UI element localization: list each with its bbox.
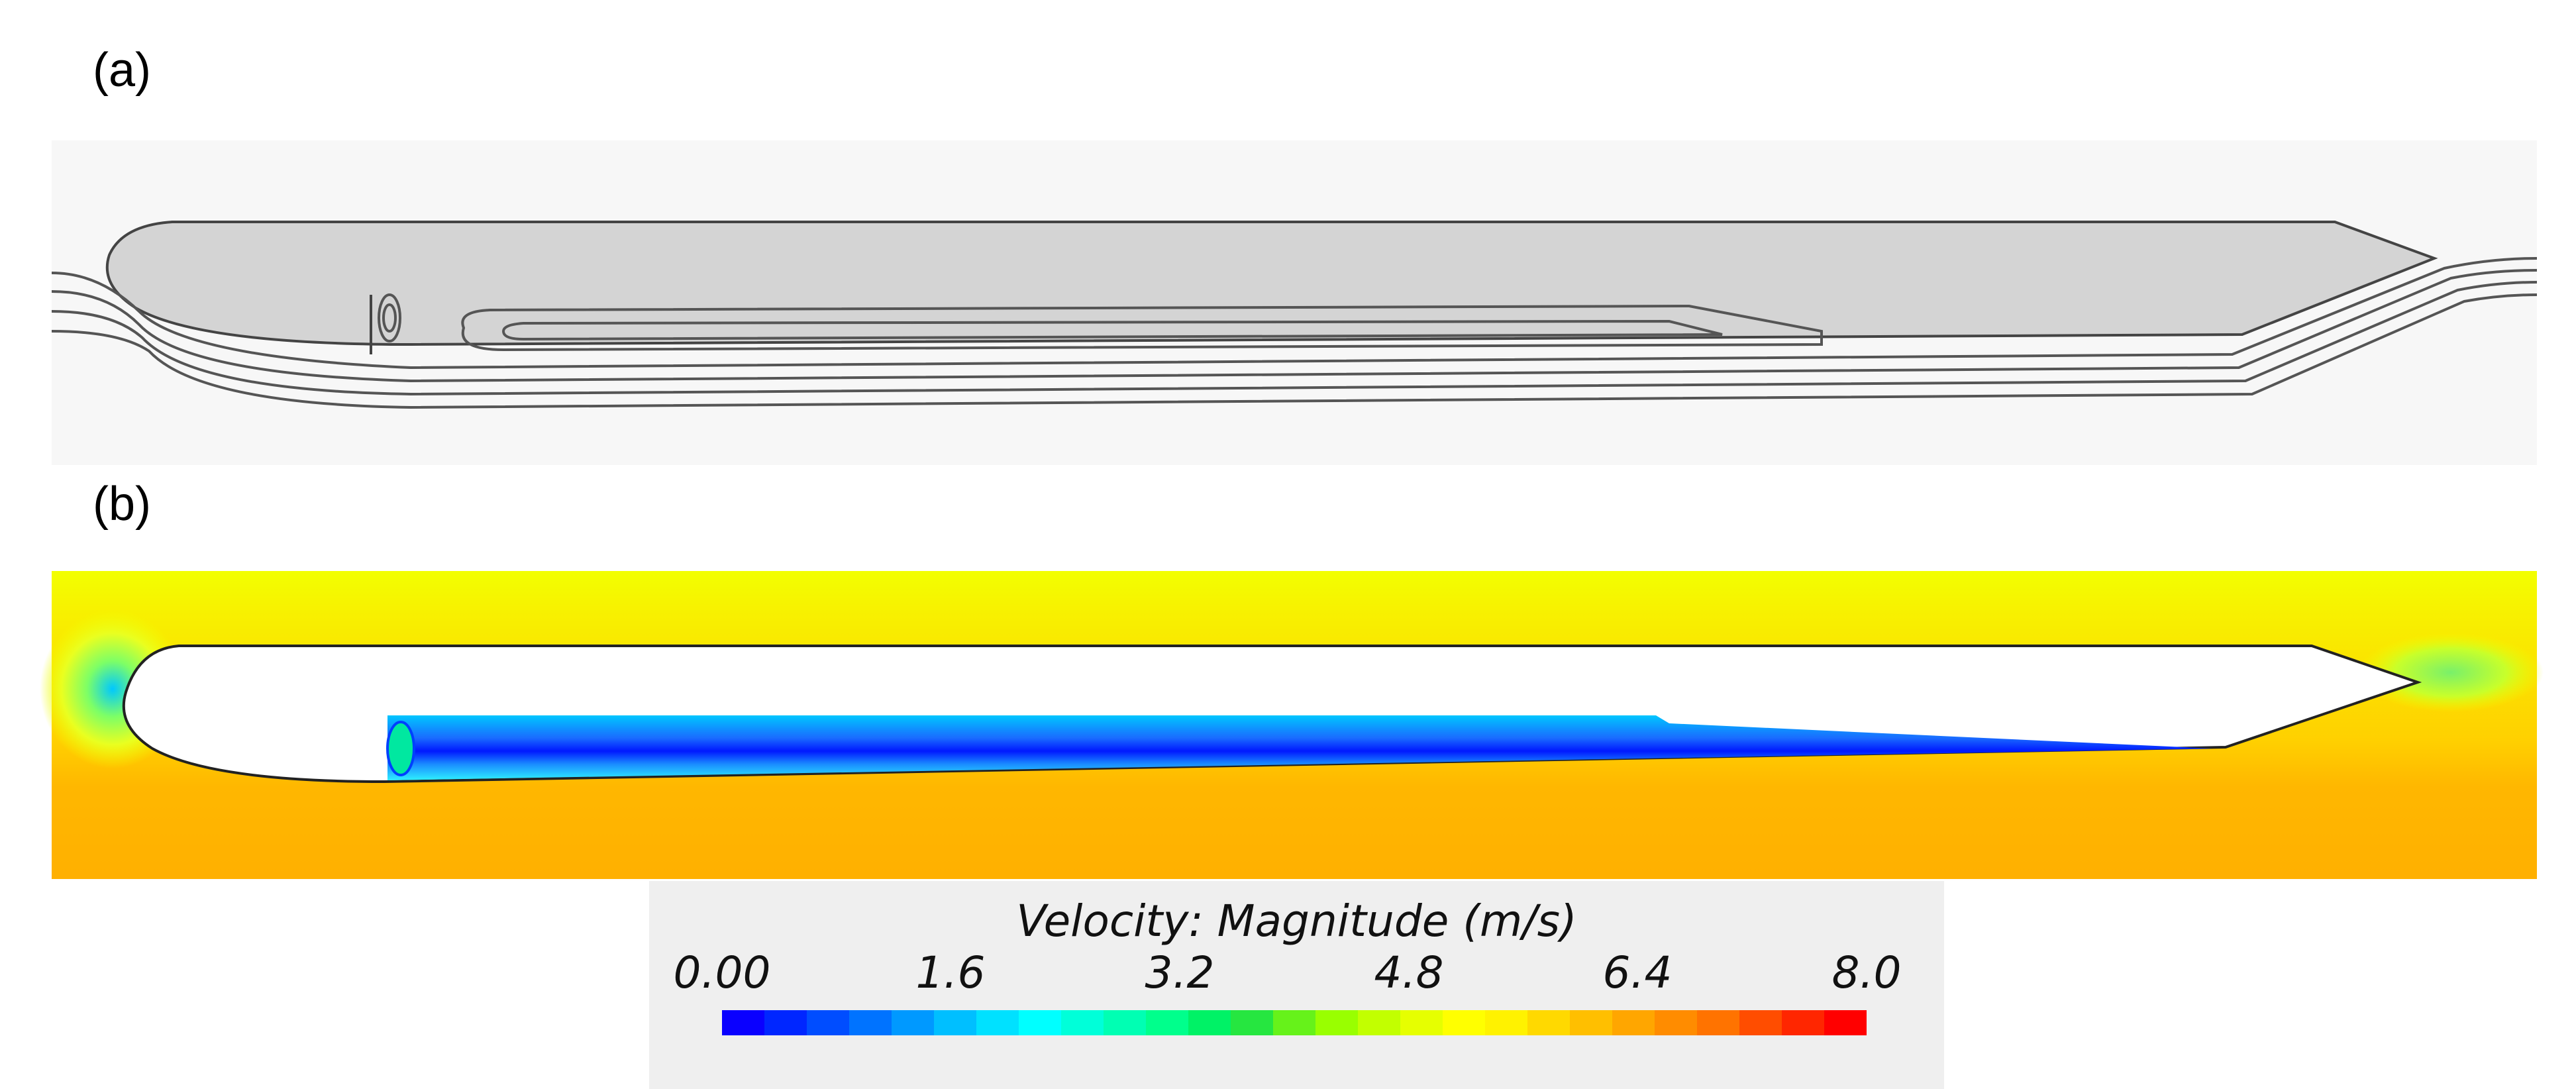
colorbar-tick: 4.8 xyxy=(1374,947,1444,998)
colorbar-title: Velocity: Magnitude (m/s) xyxy=(1016,896,1577,947)
streamlines xyxy=(51,257,2538,409)
colorbar-swatch xyxy=(1104,1010,1146,1035)
colorbar-tick: 8.0 xyxy=(1831,947,1902,998)
colorbar-swatch xyxy=(1570,1010,1612,1035)
cavity-region xyxy=(387,715,2212,780)
colorbar-tick: 3.2 xyxy=(1145,947,1215,998)
colorbar-swatch xyxy=(1400,1010,1443,1035)
colorbar-swatch xyxy=(849,1010,892,1035)
colorbar-swatch xyxy=(807,1010,849,1035)
colorbar-swatch xyxy=(1655,1010,1697,1035)
colorbar-swatch xyxy=(1358,1010,1400,1035)
colorbar-swatch xyxy=(976,1010,1019,1035)
colorbar-swatch xyxy=(1782,1010,1824,1035)
colorbar-swatch xyxy=(1019,1010,1061,1035)
colorbar-tick: 0.00 xyxy=(673,947,771,998)
colorbar-swatch xyxy=(1697,1010,1739,1035)
panel-b-label: (b) xyxy=(93,478,151,531)
colorbar-swatch xyxy=(1273,1010,1315,1035)
colorbar-swatch xyxy=(1739,1010,1782,1035)
colorbar-swatch xyxy=(1146,1010,1188,1035)
colorbar-swatch xyxy=(892,1010,934,1035)
colorbar-swatch xyxy=(722,1010,764,1035)
colorbar-swatch xyxy=(1485,1010,1527,1035)
colorbar-swatch xyxy=(1231,1010,1273,1035)
colorbar-swatch xyxy=(764,1010,807,1035)
colorbar-swatch xyxy=(1527,1010,1570,1035)
colorbar-swatch xyxy=(1188,1010,1231,1035)
colorbar-swatch xyxy=(1443,1010,1485,1035)
colorbar-swatch xyxy=(1315,1010,1358,1035)
colorbar-swatch xyxy=(934,1010,976,1035)
panel-a-label: (a) xyxy=(93,44,151,97)
colorbar-tick: 1.6 xyxy=(915,947,986,998)
vortex-core xyxy=(386,721,415,776)
colorbar-swatch xyxy=(1824,1010,1867,1035)
wake-zone xyxy=(2358,633,2544,712)
colorbar-tick: 6.4 xyxy=(1602,947,1673,998)
colorbar-gradient xyxy=(722,1010,1867,1035)
colorbar-swatch xyxy=(1612,1010,1655,1035)
colorbar-swatch xyxy=(1061,1010,1104,1035)
colorbar-legend: Velocity: Magnitude (m/s) 0.00 1.6 3.2 4… xyxy=(649,881,1944,1089)
